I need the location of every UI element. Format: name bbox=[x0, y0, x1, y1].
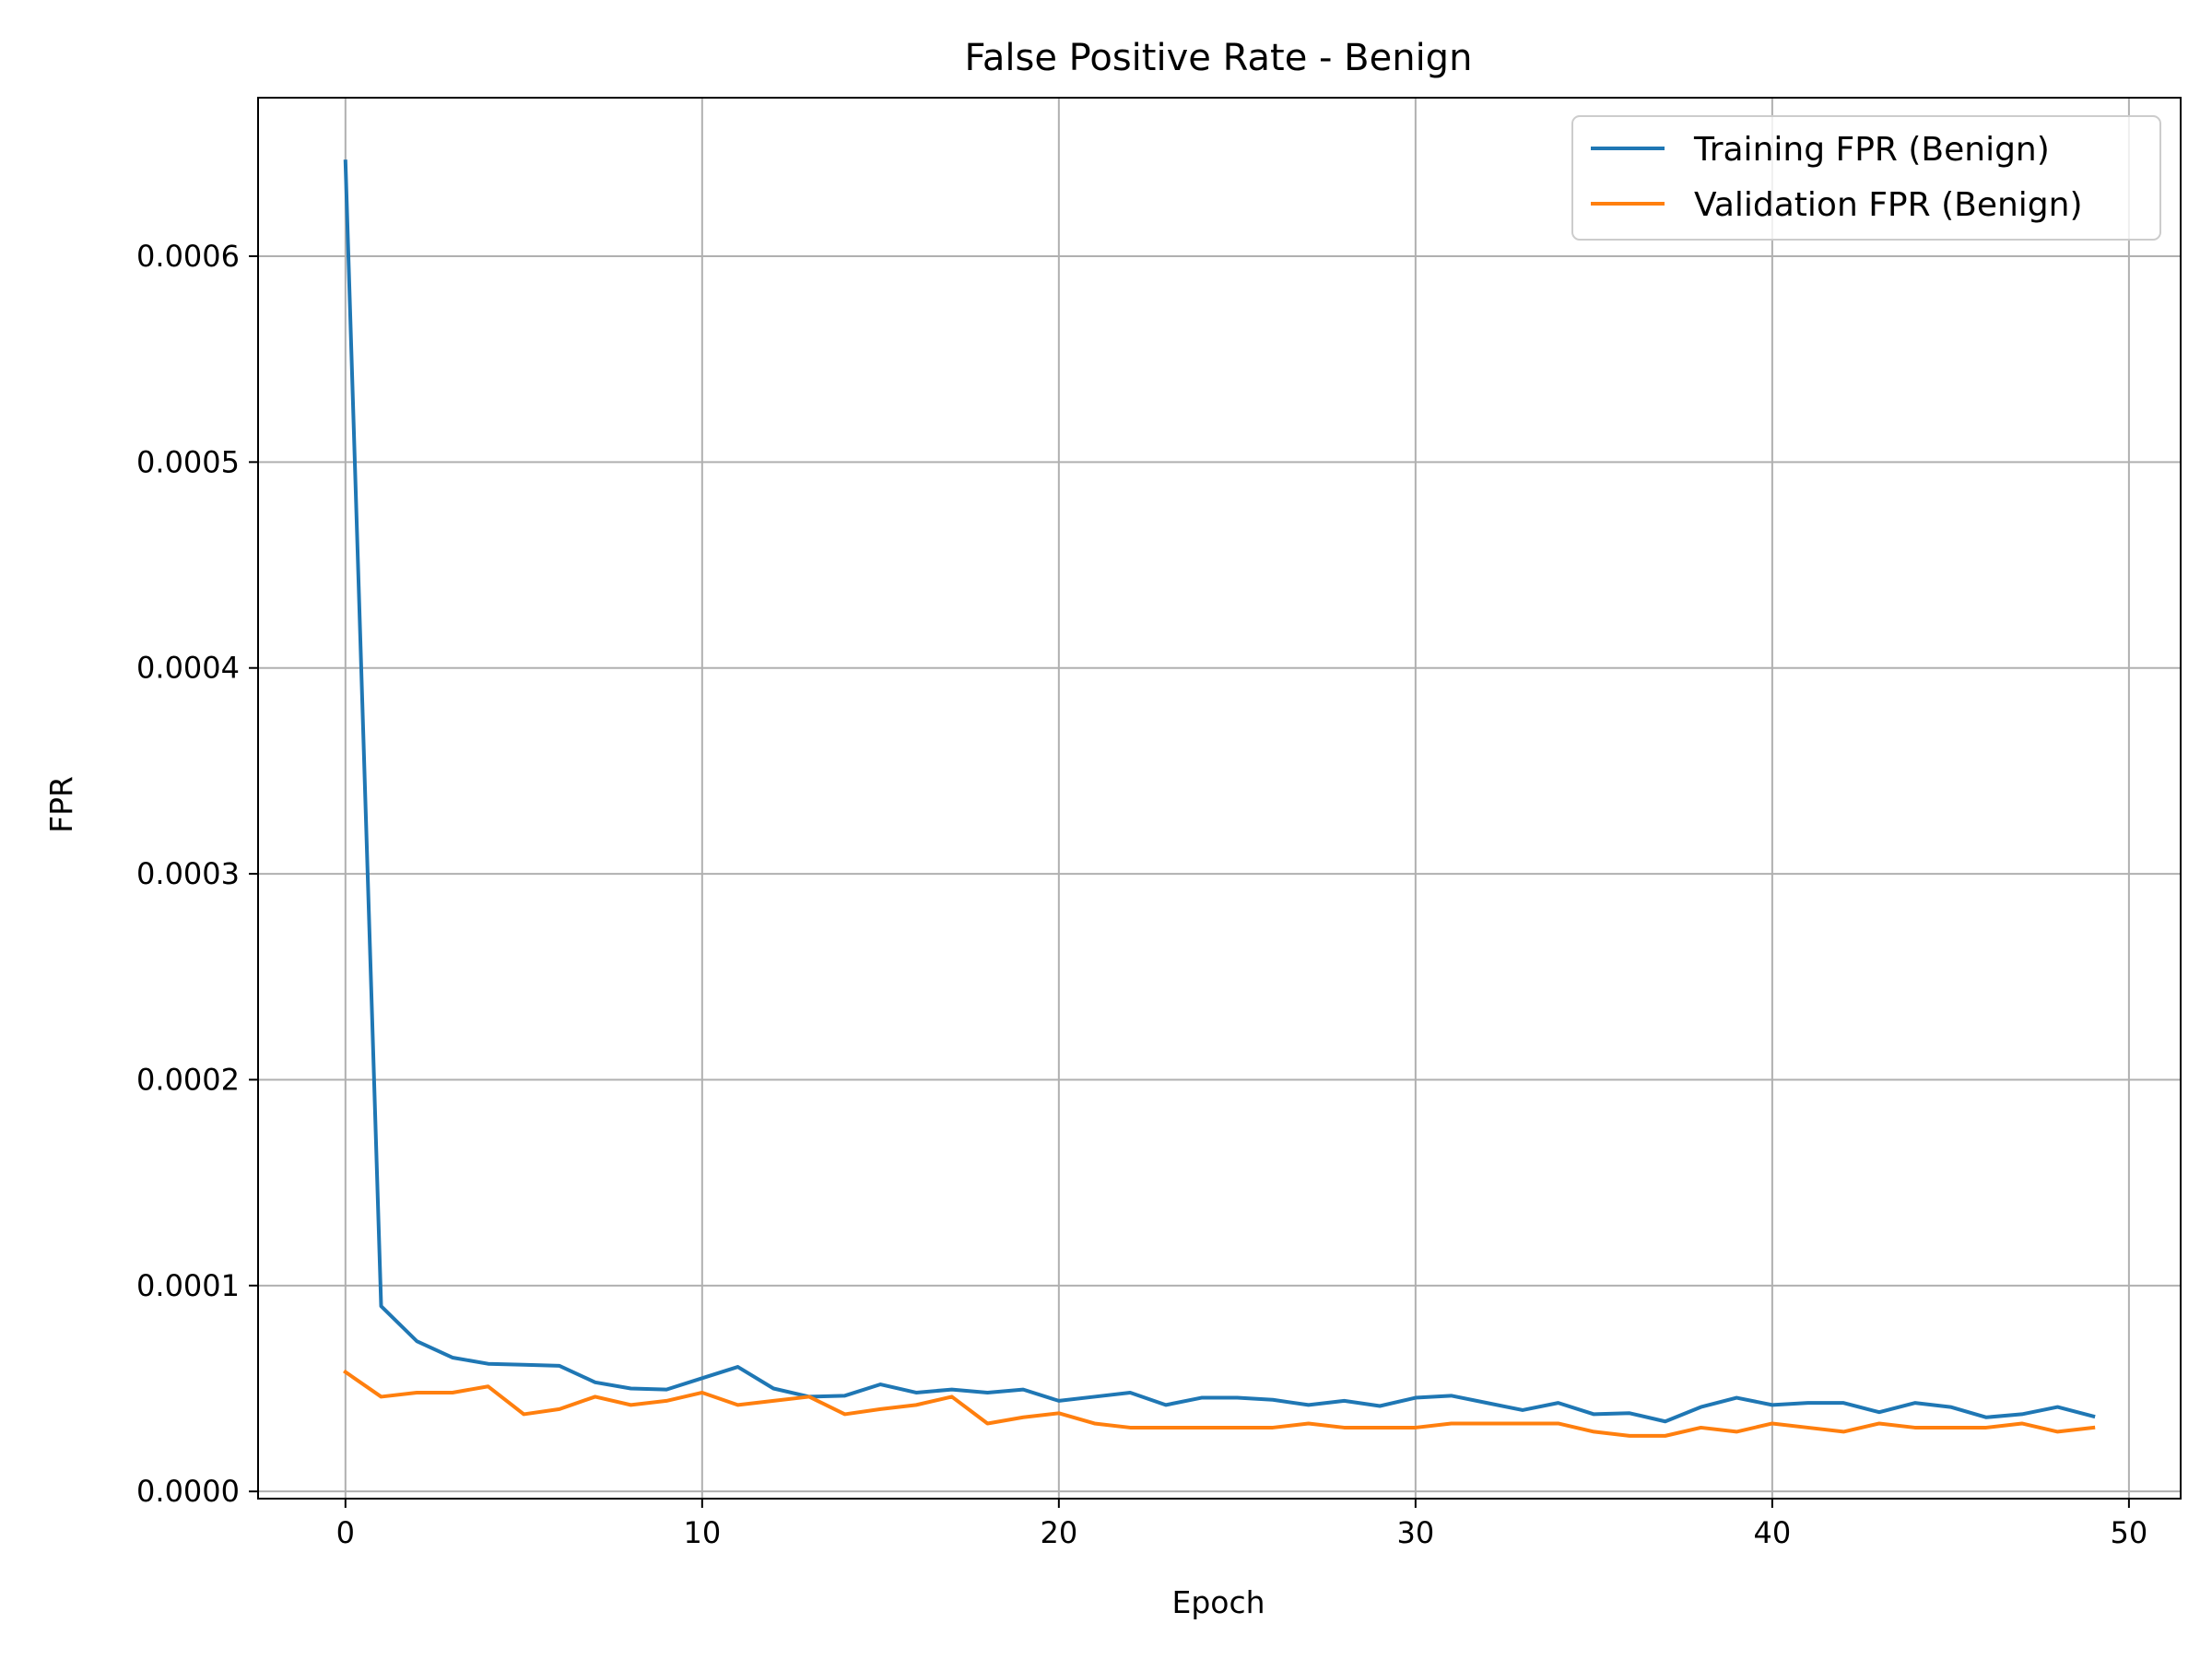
legend-label-training: Training FPR (Benign) bbox=[1693, 131, 2050, 169]
y-tick-label: 0.0006 bbox=[136, 239, 240, 274]
chart-title: False Positive Rate - Benign bbox=[965, 37, 1473, 79]
y-tick-label: 0.0003 bbox=[136, 856, 240, 891]
y-tick-label: 0.0004 bbox=[136, 651, 240, 686]
axis-ticks: 0 10 20 30 40 50 0.0000 0.0001 0.0002 0.0003 0.000… bbox=[136, 239, 2147, 1550]
y-tick-label: 0.0001 bbox=[136, 1268, 240, 1303]
x-tick-label: 0 bbox=[336, 1515, 355, 1550]
y-tick-label: 0.0000 bbox=[136, 1474, 240, 1509]
x-tick-label: 40 bbox=[1754, 1515, 1792, 1550]
legend-label-validation: Validation FPR (Benign) bbox=[1694, 186, 2083, 224]
x-tick-label: 10 bbox=[683, 1515, 721, 1550]
series-lines bbox=[343, 159, 2096, 1438]
legend-box bbox=[1571, 115, 2161, 241]
x-tick-label: 30 bbox=[1396, 1515, 1434, 1550]
x-tick-label: 50 bbox=[2111, 1515, 2148, 1550]
legend: Training FPR (Benign) Validation FPR (Be… bbox=[1571, 115, 2161, 241]
y-tick-label: 0.0005 bbox=[136, 444, 240, 479]
series-line-training bbox=[343, 159, 2096, 1424]
x-axis-label: Epoch bbox=[1171, 1584, 1265, 1620]
y-tick-label: 0.0002 bbox=[136, 1062, 240, 1097]
x-tick-label: 20 bbox=[1040, 1515, 1077, 1550]
y-axis-label: FPR bbox=[43, 776, 79, 833]
grid-lines bbox=[258, 98, 2181, 1499]
series-line-validation bbox=[343, 1369, 2096, 1438]
plot-frame bbox=[257, 97, 2182, 1500]
plot-area bbox=[258, 98, 2181, 1499]
